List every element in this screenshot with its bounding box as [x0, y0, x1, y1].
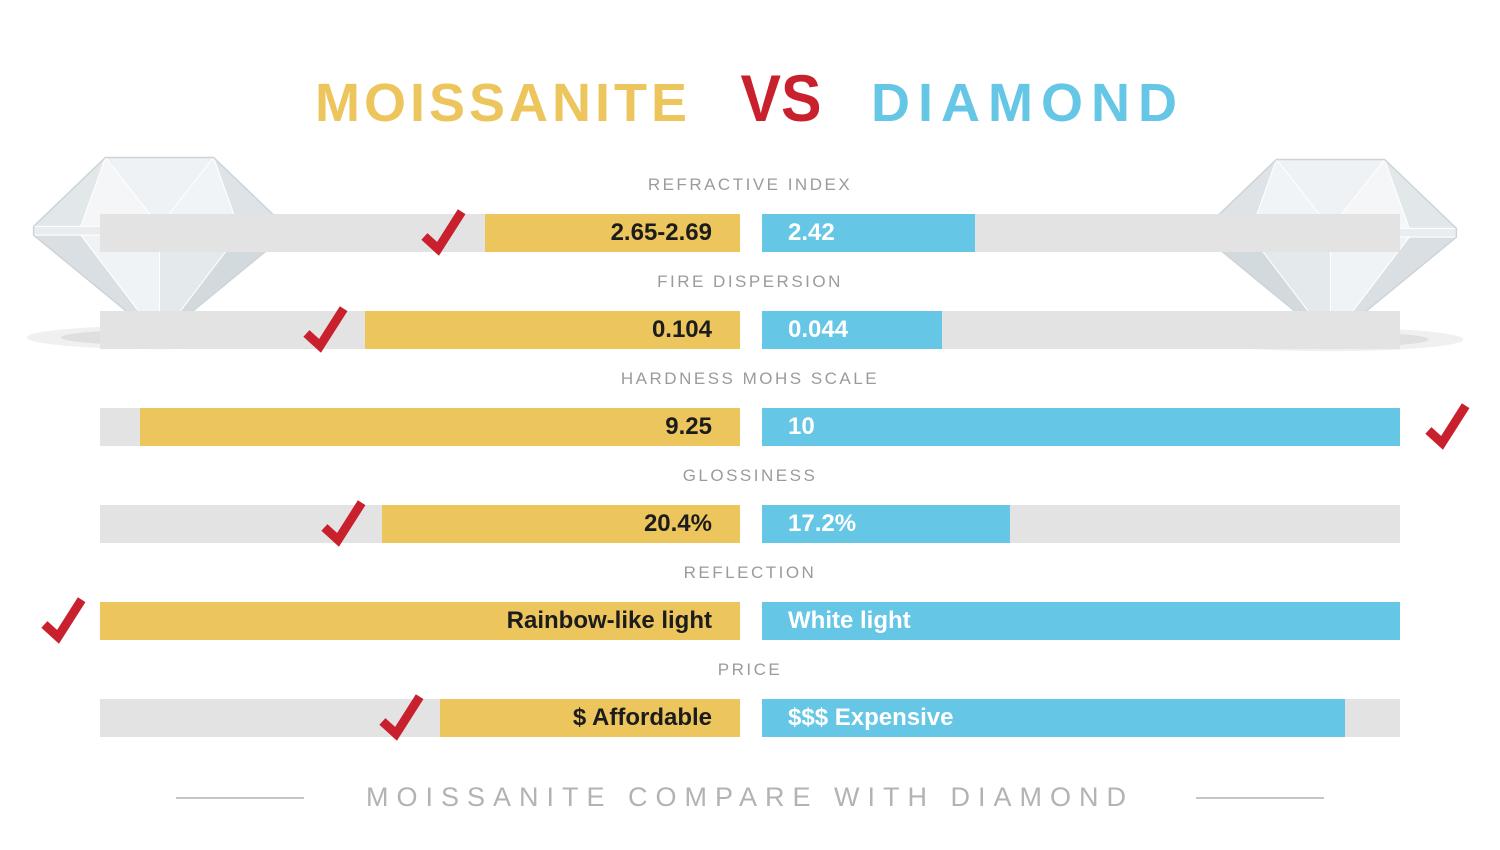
moissanite-bar: 20.4% [382, 505, 740, 543]
footer-divider-left [175, 796, 304, 799]
moissanite-bar: 2.65-2.69 [485, 214, 740, 252]
diamond-bar: White light [762, 602, 1400, 640]
footer-caption: MOISSANITE COMPARE WITH DIAMOND [365, 782, 1134, 812]
diamond-track: $$$ Expensive [762, 699, 1400, 737]
bar-track: $ Affordable $$$ Expensive [100, 694, 1400, 741]
moissanite-value: 20.4% [643, 510, 712, 537]
bar-track: 20.4% 17.2% [100, 500, 1400, 547]
moissanite-track: 2.65-2.69 [100, 214, 740, 252]
moissanite-value: Rainbow-like light [506, 607, 712, 634]
bar-gap [740, 311, 762, 349]
row-label: REFLECTION [683, 563, 817, 582]
winner-check-icon [415, 206, 472, 258]
bar-gap [740, 602, 762, 640]
bar-track: Rainbow-like light White light [41, 597, 1400, 644]
diamond-track: 10 [762, 408, 1400, 446]
winner-check-icon [297, 303, 354, 355]
diamond-value: 17.2% [788, 510, 857, 537]
row-label: HARDNESS MOHS SCALE [620, 369, 880, 388]
moissanite-value: $ Affordable [572, 704, 712, 731]
bar-gap [740, 408, 762, 446]
comparison-row: FIRE DISPERSION 0.104 0.044 [100, 269, 1400, 353]
diamond-track: 2.42 [762, 214, 1400, 252]
comparison-row: REFRACTIVE INDEX 2.65-2.69 2.42 [100, 172, 1400, 256]
row-label: FIRE DISPERSION [657, 272, 843, 291]
moissanite-bar: 0.104 [365, 311, 740, 349]
diamond-bar: 2.42 [762, 214, 975, 252]
comparison-row: HARDNESS MOHS SCALE 9.25 10 [100, 366, 1470, 450]
comparison-row: REFLECTION Rainbow-like light White ligh… [41, 560, 1400, 644]
bar-track: 0.104 0.044 [100, 306, 1400, 353]
diamond-bar: 17.2% [762, 505, 1010, 543]
comparison-row: GLOSSINESS 20.4% 17.2% [100, 463, 1400, 547]
footer-divider-right [1196, 796, 1324, 799]
row-label: PRICE [717, 660, 783, 679]
winner-check-icon [35, 594, 92, 646]
diamond-value: 10 [788, 413, 815, 440]
moissanite-value: 2.65-2.69 [610, 219, 712, 246]
moissanite-track: 20.4% [100, 505, 740, 543]
moissanite-track: 0.104 [100, 311, 740, 349]
bar-gap [740, 699, 762, 737]
diamond-bar: $$$ Expensive [762, 699, 1345, 737]
title-moissanite: MOISSANITE [314, 73, 691, 133]
row-label: REFRACTIVE INDEX [647, 175, 853, 194]
row-label: GLOSSINESS [682, 466, 818, 485]
diamond-bar: 10 [762, 408, 1400, 446]
diamond-value: $$$ Expensive [788, 704, 954, 731]
moissanite-bar: $ Affordable [440, 699, 740, 737]
title-diamond: DIAMOND [871, 73, 1186, 133]
comparison-row: PRICE $ Affordable $$$ Expensive [100, 657, 1400, 741]
moissanite-bar: 9.25 [140, 408, 740, 446]
bar-gap [740, 214, 762, 252]
diamond-track: White light [762, 602, 1400, 640]
bar-track: 2.65-2.69 2.42 [100, 209, 1400, 256]
moissanite-track: Rainbow-like light [100, 602, 740, 640]
diamond-value: White light [788, 607, 911, 634]
diamond-track: 17.2% [762, 505, 1400, 543]
bar-track: 9.25 10 [100, 403, 1470, 450]
diamond-value: 2.42 [788, 219, 835, 246]
diamond-value: 0.044 [788, 316, 849, 343]
moissanite-track: 9.25 [100, 408, 740, 446]
winner-check-icon [373, 691, 430, 743]
footer: MOISSANITE COMPARE WITH DIAMOND [0, 782, 1500, 813]
bar-gap [740, 505, 762, 543]
page-title: MOISSANITE VS DIAMOND [0, 60, 1500, 136]
diamond-track: 0.044 [762, 311, 1400, 349]
moissanite-value: 0.104 [651, 316, 712, 343]
winner-check-icon [315, 497, 372, 549]
winner-check-icon [1419, 400, 1476, 452]
diamond-bar: 0.044 [762, 311, 942, 349]
moissanite-bar: Rainbow-like light [100, 602, 740, 640]
moissanite-value: 9.25 [665, 413, 712, 440]
moissanite-track: $ Affordable [100, 699, 740, 737]
comparison-rows: REFRACTIVE INDEX 2.65-2.69 2.42 FIRE DIS… [41, 172, 1470, 754]
title-vs: VS [740, 61, 822, 135]
